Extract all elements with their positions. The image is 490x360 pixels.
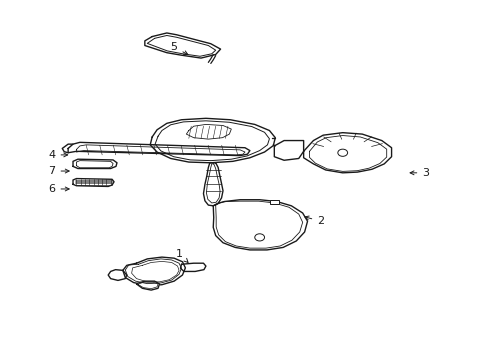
Text: 6: 6 bbox=[49, 184, 69, 194]
Polygon shape bbox=[180, 263, 206, 271]
Polygon shape bbox=[145, 33, 220, 58]
Polygon shape bbox=[137, 281, 159, 290]
Text: 3: 3 bbox=[410, 168, 429, 178]
Polygon shape bbox=[68, 142, 250, 156]
Polygon shape bbox=[213, 200, 308, 250]
Text: 4: 4 bbox=[49, 150, 68, 160]
Polygon shape bbox=[274, 140, 304, 160]
Text: 1: 1 bbox=[175, 248, 188, 262]
Polygon shape bbox=[150, 118, 275, 163]
Polygon shape bbox=[123, 257, 185, 285]
Text: 2: 2 bbox=[305, 216, 324, 226]
Text: 7: 7 bbox=[49, 166, 69, 176]
Polygon shape bbox=[73, 179, 114, 186]
Text: 5: 5 bbox=[171, 42, 188, 54]
Polygon shape bbox=[304, 133, 392, 173]
Polygon shape bbox=[108, 270, 127, 280]
Bar bbox=[270, 200, 279, 204]
Polygon shape bbox=[203, 163, 223, 206]
Polygon shape bbox=[73, 159, 117, 168]
